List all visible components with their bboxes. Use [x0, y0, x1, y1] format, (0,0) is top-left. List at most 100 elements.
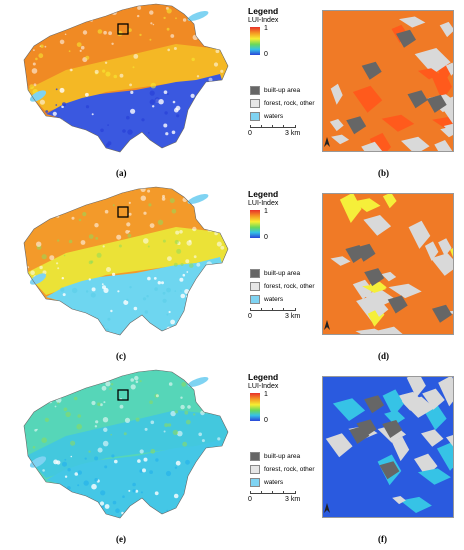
map-landuse-patch [143, 238, 149, 244]
map-landuse-patch [206, 278, 211, 283]
map-landuse-patch [55, 88, 58, 91]
map-alps-region [46, 440, 222, 518]
map-landuse-patch [174, 239, 179, 245]
map-landuse-patch [59, 22, 64, 27]
ramp-max-label: 1 [264, 25, 268, 32]
lui-color-ramp [250, 27, 260, 55]
map-landuse-patch [77, 470, 83, 475]
map-landuse-patch [81, 132, 86, 137]
map-landuse-patch [223, 290, 227, 294]
scale-tick [261, 308, 262, 311]
map-landuse-patch [187, 306, 190, 308]
map-landuse-patch [115, 508, 120, 513]
legend-swatch [250, 99, 260, 108]
map-landuse-patch [214, 405, 218, 408]
map-landuse-patch [77, 414, 81, 418]
map-landuse-patch [203, 465, 208, 470]
legend-title: Legend [248, 189, 279, 199]
detail-background [323, 11, 453, 151]
map-landuse-patch [69, 378, 72, 382]
map-landuse-patch [68, 194, 74, 200]
detail-built-up-patch [346, 116, 367, 135]
map-transition-band [26, 410, 228, 478]
legend-item-label: built-up area [264, 270, 301, 277]
map-landuse-patch [174, 290, 177, 292]
map-landuse-patch [38, 23, 41, 27]
map-landuse-patch [195, 310, 199, 314]
map-landuse-patch [67, 468, 71, 472]
detail-landcover-patch [424, 405, 447, 431]
lui-color-ramp [250, 393, 260, 421]
map-landuse-patch [182, 18, 187, 22]
scale-tick [295, 308, 296, 311]
detail-landcover-patch [362, 284, 387, 293]
map-landuse-patch [60, 287, 65, 292]
map-landuse-patch [25, 316, 28, 319]
map-landuse-patch [195, 96, 199, 100]
scale-tick [295, 125, 296, 128]
study-area-box [117, 23, 129, 35]
map-landuse-patch [97, 402, 101, 406]
map-landuse-patch [122, 129, 126, 133]
map-landuse-patch [152, 23, 155, 26]
map-landuse-patch [126, 115, 130, 120]
detail-caption: (f) [378, 534, 387, 544]
map-landuse-patch [193, 255, 197, 259]
ramp-max-label: 1 [264, 208, 268, 215]
detail-built-up-patch [407, 90, 428, 109]
detail-landcover-patch [424, 241, 439, 261]
map-landuse-patch [167, 256, 172, 261]
map-landuse-patch [38, 53, 44, 59]
map-landuse-patch [85, 504, 91, 509]
map-legend: Legend LUI-Index 1 0 built-up area forest, ro… [248, 372, 316, 522]
map-landuse-patch [127, 233, 132, 238]
map-landuse-patch [162, 239, 166, 243]
legend-swatch [250, 465, 260, 474]
map-landuse-patch [102, 440, 109, 447]
map-landuse-patch [218, 24, 221, 27]
detail-landcover-patch [421, 429, 444, 447]
map-landuse-patch [37, 492, 43, 497]
map-landuse-patch [58, 392, 62, 397]
map-landuse-patch [103, 401, 106, 404]
map-transition-band [26, 44, 228, 112]
detail-landcover-patch [332, 398, 366, 421]
map-landuse-patch [174, 466, 178, 469]
map-landuse-patch [30, 328, 35, 333]
map-landuse-patch [45, 110, 49, 113]
map-landuse-patch [170, 34, 175, 38]
map-landuse-patch [220, 245, 225, 250]
map-landuse-patch [33, 325, 38, 330]
map-landuse-patch [202, 139, 205, 142]
detail-landcover-patch [422, 388, 445, 410]
map-landuse-patch [85, 105, 90, 109]
map-landuse-patch [70, 309, 75, 315]
map-landuse-patch [60, 198, 64, 202]
map-legend: Legend LUI-Index 1 0 built-up area forest, ro… [248, 189, 316, 339]
legend-title: Legend [248, 6, 279, 16]
switzerland-map [23, 3, 229, 153]
map-landuse-patch [185, 459, 190, 465]
map-landuse-patch [102, 285, 106, 290]
map-landuse-patch [28, 310, 32, 315]
map-landuse-patch [167, 423, 172, 427]
scale-tick [295, 491, 296, 494]
map-landuse-patch [220, 69, 224, 73]
map-landuse-patch [147, 189, 151, 193]
map-landuse-patch [147, 132, 150, 134]
map-landuse-patch [75, 130, 81, 136]
map-landuse-patch [163, 90, 168, 94]
map-landuse-patch [64, 475, 68, 478]
figure-row: Legend LUI-Index 1 0 built-up area forest, ro… [0, 366, 464, 549]
map-landuse-patch [201, 321, 207, 327]
map-landuse-patch [130, 378, 134, 382]
map-landuse-patch [185, 372, 190, 377]
scale-tick [261, 125, 262, 128]
detail-landcover-patch [375, 326, 403, 334]
legend-swatch [250, 112, 260, 121]
lake-constance [187, 377, 209, 387]
map-landuse-patch [38, 128, 43, 132]
map-landuse-patch [116, 234, 122, 240]
map-landuse-patch [133, 144, 136, 147]
map-landuse-patch [104, 504, 110, 509]
